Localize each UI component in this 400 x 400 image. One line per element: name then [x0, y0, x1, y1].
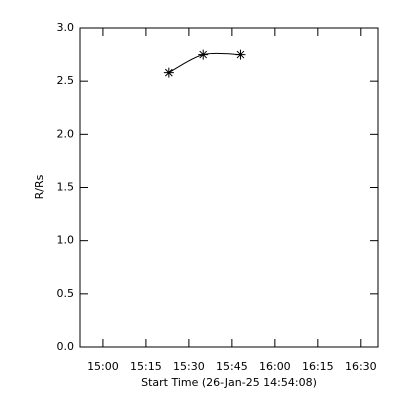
data-point: [235, 49, 246, 60]
x-tick-label: 15:00: [87, 360, 119, 373]
x-tick-label: 15:30: [173, 360, 205, 373]
y-tick-label: 0.5: [57, 287, 75, 300]
y-tick-label: 1.5: [57, 181, 75, 194]
y-tick-label: 3.0: [57, 21, 75, 34]
x-axis-label: Start Time (26-Jan-25 14:54:08): [141, 376, 317, 389]
y-tick-label: 1.0: [57, 234, 75, 247]
x-tick-label: 15:15: [130, 360, 162, 373]
y-tick-label: 2.0: [57, 127, 75, 140]
data-point: [198, 49, 209, 60]
x-tick-label: 16:30: [345, 360, 377, 373]
y-axis-label: R/Rs: [33, 174, 46, 199]
data-point: [163, 67, 174, 78]
x-tick-label: 16:15: [302, 360, 334, 373]
y-tick-label: 2.5: [57, 74, 75, 87]
x-tick-label: 15:45: [216, 360, 248, 373]
x-tick-label: 16:00: [259, 360, 291, 373]
y-tick-label: 0.0: [57, 340, 75, 353]
plot-frame: [79, 27, 379, 348]
